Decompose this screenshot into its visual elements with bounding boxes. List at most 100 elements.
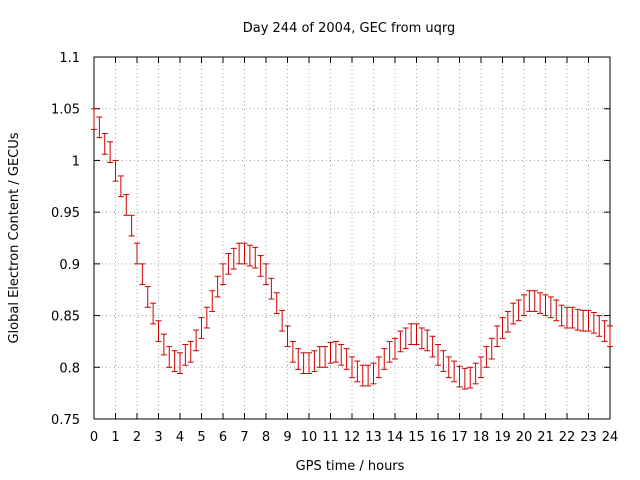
error-bar-point <box>209 290 216 312</box>
error-bar-point <box>397 330 404 353</box>
error-bar-point <box>230 247 237 270</box>
x-tick-label: 18 <box>473 430 490 445</box>
x-tick-label: 20 <box>516 430 533 445</box>
x-tick-label: 3 <box>154 430 162 445</box>
error-bar-point <box>332 340 339 363</box>
error-bar-point <box>558 304 565 327</box>
y-tick-label: 1.1 <box>59 51 80 66</box>
error-bar-point <box>499 317 506 339</box>
error-bar-point <box>117 175 124 198</box>
error-bars <box>91 108 613 390</box>
error-bar-point <box>343 348 350 370</box>
error-bar-point <box>488 337 495 360</box>
error-bar-point <box>375 356 382 379</box>
error-bar-point <box>295 348 302 370</box>
error-bar-point <box>300 352 307 374</box>
error-bar-point <box>139 263 146 286</box>
y-tick-label: 0.75 <box>51 413 80 428</box>
error-bar-point <box>220 263 226 286</box>
error-bar-point <box>322 346 329 368</box>
error-bar-point <box>273 292 280 315</box>
error-bar-point <box>171 350 178 372</box>
error-bar-point <box>263 263 269 286</box>
error-bar-point <box>553 299 560 322</box>
grid <box>94 57 610 419</box>
error-bar-point <box>150 302 157 325</box>
error-bar-point <box>483 346 490 368</box>
error-bar-point <box>193 329 200 352</box>
error-bar-point <box>101 133 108 155</box>
x-tick-label: 5 <box>197 430 205 445</box>
y-tick-label: 1 <box>72 154 80 169</box>
error-bar-point <box>123 194 130 216</box>
error-bar-point <box>408 323 415 346</box>
error-bar-point <box>306 352 312 374</box>
x-tick-label: 16 <box>430 430 447 445</box>
x-tick-label: 15 <box>408 430 425 445</box>
error-bar-point <box>574 308 581 331</box>
y-axis-label: Global Electron Content / GECUs <box>7 132 22 343</box>
error-bar-point <box>177 352 183 374</box>
error-bar-point <box>521 294 527 317</box>
error-bar-point <box>107 141 114 163</box>
error-bar-point <box>537 292 544 315</box>
error-bar-point <box>386 340 393 363</box>
error-bar-point <box>284 325 291 348</box>
error-bar-point <box>311 350 318 372</box>
x-tick-label: 9 <box>283 430 291 445</box>
error-bar-point <box>445 356 452 379</box>
x-tick-label: 22 <box>559 430 576 445</box>
error-bar-point <box>472 362 479 385</box>
error-bar-point <box>160 333 167 356</box>
error-bar-point <box>478 356 484 379</box>
error-bar-point <box>531 290 538 312</box>
y-tick-label: 0.95 <box>51 206 80 221</box>
x-tick-label: 7 <box>240 430 248 445</box>
x-tick-label: 2 <box>133 430 141 445</box>
error-bar-point <box>370 362 377 385</box>
error-bar-point <box>96 116 103 139</box>
error-bar-point <box>461 367 468 390</box>
chart-title: Day 244 of 2004, GEC from uqrg <box>243 21 456 36</box>
error-bar-point <box>112 159 119 182</box>
x-tick-label: 14 <box>387 430 404 445</box>
error-bar-point <box>456 365 463 388</box>
y-tick-label: 0.85 <box>51 310 80 325</box>
error-bar-point <box>590 311 597 334</box>
x-tick-label: 6 <box>219 430 227 445</box>
error-bar-point <box>187 340 194 363</box>
error-bar-point <box>381 348 388 370</box>
error-bar-point <box>596 315 603 337</box>
error-bar-point <box>236 242 243 265</box>
x-tick-label: 1 <box>111 430 119 445</box>
error-bar-point <box>510 302 517 325</box>
x-tick-label: 11 <box>322 430 339 445</box>
x-tick-label: 23 <box>580 430 597 445</box>
error-bar-point <box>601 320 608 342</box>
error-bar-point <box>241 242 248 265</box>
x-tick-label: 0 <box>90 430 98 445</box>
error-bar-point <box>91 108 97 130</box>
error-bar-point <box>257 255 264 277</box>
error-bar-point <box>225 253 232 275</box>
error-bar-point <box>354 360 361 383</box>
error-bar-point <box>289 340 296 363</box>
error-bar-point <box>134 242 140 265</box>
error-bar-point <box>526 290 533 312</box>
error-bar-point <box>144 286 151 308</box>
x-tick-label: 13 <box>365 430 382 445</box>
error-bar-point <box>198 317 205 339</box>
error-bar-point <box>413 323 420 346</box>
x-tick-label: 17 <box>451 430 468 445</box>
error-bar-point <box>494 325 501 348</box>
error-bar-point <box>580 309 587 332</box>
error-bar-point <box>429 335 436 358</box>
error-bar-point <box>128 214 135 237</box>
x-tick-label: 10 <box>301 430 318 445</box>
error-bar-point <box>440 350 447 372</box>
x-tick-label: 21 <box>537 430 554 445</box>
error-bar-point <box>252 246 259 269</box>
error-bar-point <box>418 327 425 350</box>
error-bar-point <box>569 306 576 329</box>
